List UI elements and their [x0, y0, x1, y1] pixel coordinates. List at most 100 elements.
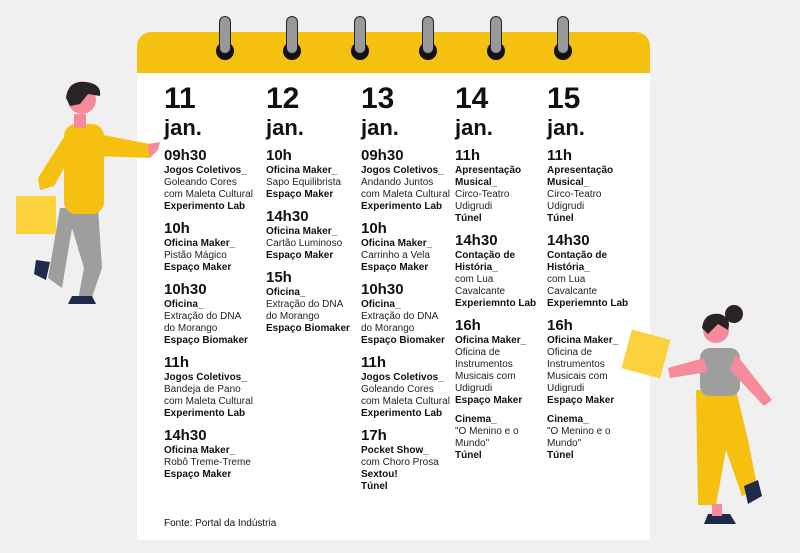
activity-description: Cartão Luminoso — [266, 238, 343, 249]
entry-time: 16h — [455, 317, 481, 334]
activity-title: Oficina_ — [164, 299, 204, 310]
activity-title: Oficina Maker_ — [266, 226, 338, 237]
schedule-entry: 17h Pocket Show_ com Choro Prosa Sextou! Tún… — [361, 427, 451, 493]
month-label: jan. — [164, 115, 202, 140]
schedule-entry: 14h30 Oficina Maker_ Cartão Luminoso Espaço… — [266, 208, 356, 262]
schedule-entry: 10h30 Oficina_ Extração do DNA do Morango E… — [164, 281, 254, 347]
schedule-entry: 15h Oficina_ Extração do DNA do Morango Esp… — [266, 269, 356, 335]
binder-ring-icon — [419, 16, 437, 60]
schedule-entry: 11h Apresentação Musical_ Circo-Teatro Udi… — [547, 147, 633, 225]
activity-description: com Choro Prosa — [361, 457, 439, 468]
calendar: 11 jan. 09h30 Jogos Coletivos_ Goleando Core… — [137, 32, 650, 540]
activity-block: Oficina_ Extração do DNA do Morango Espaço… — [164, 299, 254, 347]
schedule-entry: 16h Oficina Maker_ Oficina de Instrumentos… — [547, 317, 633, 462]
activity-title: Jogos Coletivos_ — [164, 372, 247, 383]
activity-location: Espaço Biomaker — [361, 335, 445, 346]
activity-title: Jogos Coletivos_ — [164, 165, 247, 176]
binder-ring-icon — [487, 16, 505, 60]
activity-title: Apresentação Musical_ — [455, 165, 522, 188]
schedule-entry: 16h Oficina Maker_ Oficina de Instrumentos… — [455, 317, 541, 462]
activity-location: Túnel — [361, 481, 388, 492]
schedule-entry: 11h Jogos Coletivos_ Bandeja de Pano com M… — [164, 354, 254, 420]
entry-time: 16h — [547, 317, 573, 334]
activity-description: Goleando Cores com Maleta Cultural — [361, 384, 450, 407]
activity-description: Robô Treme-Treme — [164, 457, 251, 468]
activity-block: Contação de História_ com Lua Cavalcante E… — [547, 250, 633, 310]
schedule-entry: 09h30 Jogos Coletivos_ Andando Juntos com … — [361, 147, 451, 213]
activity-location: Espaço Maker — [361, 262, 429, 273]
day-column: 13 jan. 09h30 Jogos Coletivos_ Andando Junto… — [361, 83, 451, 500]
entry-time: 10h30 — [164, 281, 207, 298]
activity-description: Sapo Equilibrista — [266, 177, 342, 188]
activity-title: Jogos Coletivos_ — [361, 165, 444, 176]
activity-location: Experiemnto Lab — [547, 298, 629, 309]
entry-time: 15h — [266, 269, 292, 286]
activity-block: Pocket Show_ com Choro Prosa Sextou! Túnel — [361, 445, 451, 493]
activity-block: Oficina Maker_ Cartão Luminoso Espaço Make… — [266, 226, 356, 262]
activity-location: Espaço Biomaker — [266, 323, 350, 334]
activity-block: Cinema_ "O Menino e o Mundo" Túnel — [547, 414, 633, 462]
entry-time: 14h30 — [164, 427, 207, 444]
activity-block: Cinema_ "O Menino e o Mundo" Túnel — [455, 414, 541, 462]
activity-location: Experimento Lab — [164, 201, 246, 212]
activity-description: com Lua Cavalcante — [547, 274, 598, 297]
entry-time: 10h — [361, 220, 387, 237]
schedule-entry: 11h Jogos Coletivos_ Goleando Cores com Ma… — [361, 354, 451, 420]
activity-block: Contação de História_ com Lua Cavalcante E… — [455, 250, 541, 310]
activity-location: Espaço Maker — [266, 250, 334, 261]
activity-location: Espaço Maker — [164, 262, 232, 273]
activity-block: Oficina Maker_ Robô Treme-Treme Espaço Mak… — [164, 445, 254, 481]
entry-time: 11h — [455, 147, 481, 164]
month-label: jan. — [361, 115, 399, 140]
activity-title: Oficina Maker_ — [361, 238, 433, 249]
activity-block: Jogos Coletivos_ Andando Juntos com Malet… — [361, 165, 451, 213]
activity-description: Carrinho a Vela — [361, 250, 430, 261]
activity-description: Oficina de Instrumentos Musicais com Udi… — [547, 347, 608, 394]
schedule-entry: 10h Oficina Maker_ Pistão Mágico Espaço Mak… — [164, 220, 254, 274]
day-column: 15 jan. 11h Apresentação Musical_ Circo-Teat… — [547, 83, 633, 469]
activity-description: Extração do DNA do Morango — [361, 311, 438, 334]
activity-description: Extração do DNA do Morango — [164, 311, 241, 334]
activity-description: Oficina de Instrumentos Musicais com Udi… — [455, 347, 516, 394]
activity-title: Oficina Maker_ — [164, 445, 236, 456]
activity-description: Andando Juntos com Maleta Cultural — [361, 177, 450, 200]
schedule-entry: 09h30 Jogos Coletivos_ Goleando Cores com … — [164, 147, 254, 213]
activity-location: Túnel — [547, 450, 574, 461]
activity-description: Extração do DNA do Morango — [266, 299, 343, 322]
activity-location: Espaço Maker — [547, 395, 615, 406]
binder-ring-icon — [351, 16, 369, 60]
activity-description: com Lua Cavalcante — [455, 274, 506, 297]
activity-title: Oficina Maker_ — [547, 335, 619, 346]
day-number: 14 — [455, 82, 489, 115]
schedule-entry: 14h30 Contação de História_ com Lua Cavalc… — [455, 232, 541, 310]
activity-description: "O Menino e o Mundo" — [547, 426, 611, 449]
schedule-entry: 10h30 Oficina_ Extração do DNA do Morango E… — [361, 281, 451, 347]
man-illustration — [16, 81, 160, 304]
activity-title: Cinema_ — [547, 414, 589, 425]
binder-ring-icon — [283, 16, 301, 60]
activity-block: Apresentação Musical_ Circo-Teatro Udigru… — [547, 165, 633, 225]
activity-location: Espaço Maker — [455, 395, 523, 406]
activity-description: Bandeja de Pano com Maleta Cultural — [164, 384, 253, 407]
activity-title: Jogos Coletivos_ — [361, 372, 444, 383]
entry-time: 09h30 — [164, 147, 207, 164]
activity-location: Experimento Lab — [361, 201, 443, 212]
day-number: 11 — [164, 82, 196, 115]
binder-ring-icon — [216, 16, 234, 60]
month-label: jan. — [455, 115, 493, 140]
activity-location: Túnel — [547, 213, 574, 224]
calendar-header-bar — [137, 32, 650, 73]
entry-time: 14h30 — [266, 208, 309, 225]
activity-block: Oficina Maker_ Carrinho a Vela Espaço Make… — [361, 238, 451, 274]
day-column: 14 jan. 11h Apresentação Musical_ Circo-Teat… — [455, 83, 541, 469]
activity-title: Contação de História_ — [455, 250, 516, 273]
entry-time: 10h — [266, 147, 292, 164]
activity-title: Contação de História_ — [547, 250, 608, 273]
activity-title: Pocket Show_ — [361, 445, 429, 456]
activity-block: Oficina_ Extração do DNA do Morango Espaço… — [266, 287, 356, 335]
activity-title: Cinema_ — [455, 414, 497, 425]
activity-title: Apresentação Musical_ — [547, 165, 614, 188]
day-column: 11 jan. 09h30 Jogos Coletivos_ Goleando Core… — [164, 83, 254, 488]
schedule-entry: 10h Oficina Maker_ Carrinho a Vela Espaço M… — [361, 220, 451, 274]
entry-time: 09h30 — [361, 147, 404, 164]
